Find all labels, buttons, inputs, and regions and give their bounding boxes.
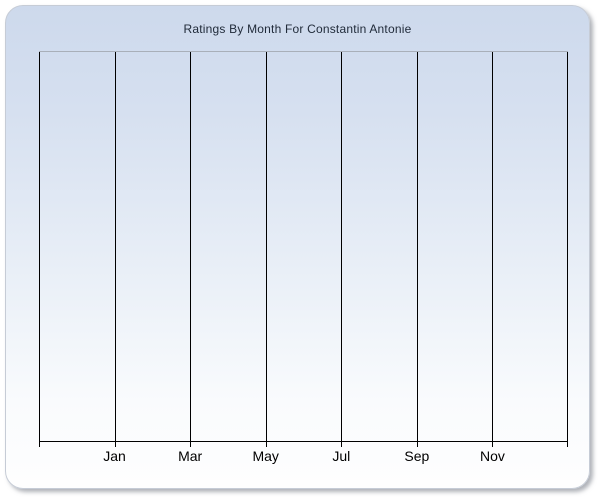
chart-title: Ratings By Month For Constantin Antonie (183, 22, 412, 36)
axis-tick (114, 441, 116, 447)
plot-area: Jan Mar May Jul Sep Nov (39, 51, 568, 463)
gridline (567, 52, 568, 441)
gridline (39, 52, 40, 441)
axis-tick (492, 441, 494, 447)
x-axis-label: May (252, 448, 279, 464)
gridline (492, 52, 494, 441)
x-axis-label: Jul (332, 448, 351, 464)
chart-panel: Ratings By Month For Constantin Antonie … (5, 5, 590, 489)
gridline (190, 52, 192, 441)
axis-tick (190, 441, 192, 447)
x-axis-label: Jan (103, 448, 126, 464)
gridline (416, 52, 418, 441)
axis-tick (567, 441, 568, 447)
x-axis-label: Nov (479, 448, 505, 464)
x-axis-label: Mar (178, 448, 203, 464)
axis-tick (39, 441, 40, 447)
axis-tick (265, 441, 267, 447)
axis-tick (416, 441, 418, 447)
x-axis-label: Sep (404, 448, 430, 464)
x-axis-labels: Jan Mar May Jul Sep Nov (39, 449, 568, 467)
axis-tick (341, 441, 343, 447)
gridline (265, 52, 267, 441)
gridline (341, 52, 343, 441)
gridline (114, 52, 116, 441)
